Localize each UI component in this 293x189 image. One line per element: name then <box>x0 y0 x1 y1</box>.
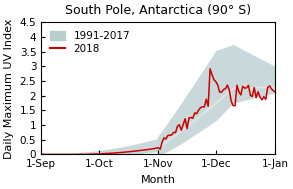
Y-axis label: Daily Maximum UV Index: Daily Maximum UV Index <box>4 18 14 159</box>
X-axis label: Month: Month <box>141 175 176 185</box>
Title: South Pole, Antarctica (90° S): South Pole, Antarctica (90° S) <box>65 4 251 17</box>
Legend: 1991-2017, 2018: 1991-2017, 2018 <box>46 28 133 57</box>
